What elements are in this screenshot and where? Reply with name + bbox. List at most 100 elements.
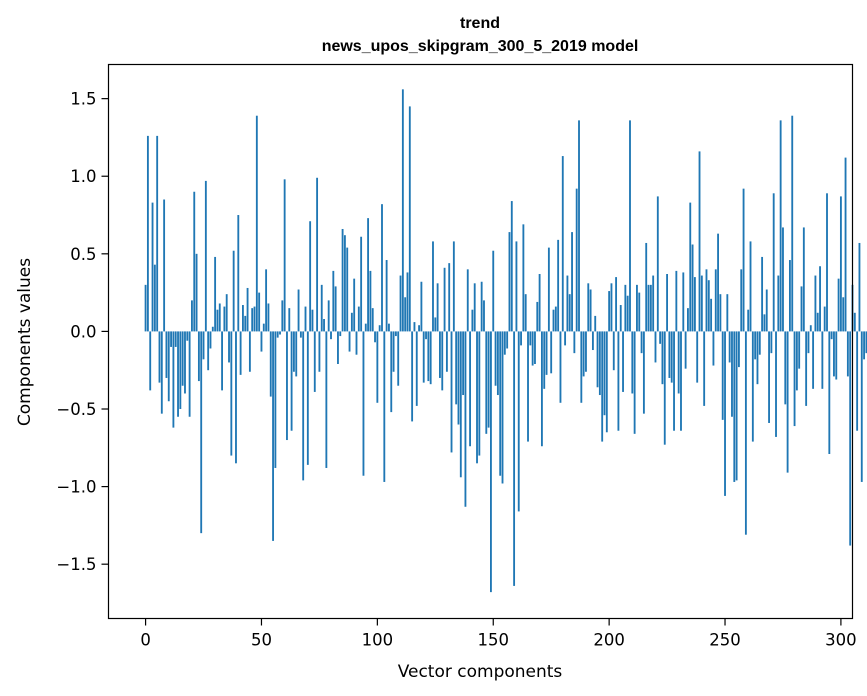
bar [534,331,536,364]
bar [167,331,170,402]
bar [357,306,360,332]
bar [174,331,177,347]
bar [471,309,474,332]
bar [554,306,557,332]
bar [297,289,300,332]
bar [538,274,541,332]
bar [608,291,611,332]
bar [397,331,400,386]
bar [835,331,838,380]
bar [721,331,724,420]
bar [279,331,281,335]
bar [603,331,606,416]
bar [251,308,254,332]
bar [211,326,214,332]
bar [469,331,471,447]
bar [411,331,414,422]
bar [388,323,390,332]
bar [647,284,650,332]
bar [819,266,821,332]
bar [496,331,499,396]
bar [362,331,365,476]
bar [547,247,550,332]
bar [302,331,305,481]
bar [499,331,502,476]
bar [364,323,367,332]
bar [522,224,525,332]
bar [153,264,156,332]
bar [151,202,154,332]
bar [777,275,780,332]
bar [812,331,815,389]
bar [228,331,230,363]
bar [462,331,465,396]
bar [742,188,745,332]
bar [849,331,852,546]
bar [703,331,706,406]
bar [485,331,488,434]
bar [633,331,636,434]
bar [765,289,768,332]
bar [786,331,789,473]
bar [552,309,555,332]
y-tick-label: 1.0 [70,167,96,186]
bar [779,120,782,332]
bar [596,331,599,388]
bar [422,331,425,383]
bar [670,331,673,383]
bar [184,331,186,394]
bar [455,331,458,405]
bar [283,179,286,332]
bar [425,331,427,340]
bar [659,331,662,344]
bar [179,331,182,409]
bar [246,287,249,332]
bar [837,278,840,332]
bar [207,331,210,371]
bar [585,331,587,372]
bar [663,331,666,445]
bar [823,306,826,332]
bar [494,331,497,386]
bar [714,269,717,332]
bar [269,331,272,397]
bar [830,331,833,340]
bar [337,331,339,364]
bar [652,275,655,332]
bar [513,331,516,586]
bar [457,331,460,425]
bar [248,331,251,372]
bar [320,284,323,332]
bar [705,269,708,332]
bar [394,331,397,337]
bar [316,177,319,332]
bar [146,135,149,332]
x-tick-label: 200 [593,631,625,650]
bar [480,281,483,332]
bar [756,331,759,385]
bar [638,292,641,332]
bar [223,306,226,332]
bar [853,312,856,332]
bar [524,294,527,332]
bar [272,331,274,541]
bar [610,283,613,332]
y-tick-label: −0.5 [56,400,96,419]
bar [689,202,692,332]
bar [744,331,747,535]
bar [802,227,805,332]
bar [225,294,228,332]
bar [418,325,420,332]
bar [624,284,627,332]
bar [770,331,773,354]
bar [276,331,279,338]
bar [221,331,223,391]
bar [330,331,332,340]
bar [244,315,247,332]
bar [378,325,381,332]
bar [408,106,411,332]
bar [582,331,585,377]
bar [158,331,161,383]
x-axis-ticks: 0 50 100 150 200 250 300 [140,618,857,650]
